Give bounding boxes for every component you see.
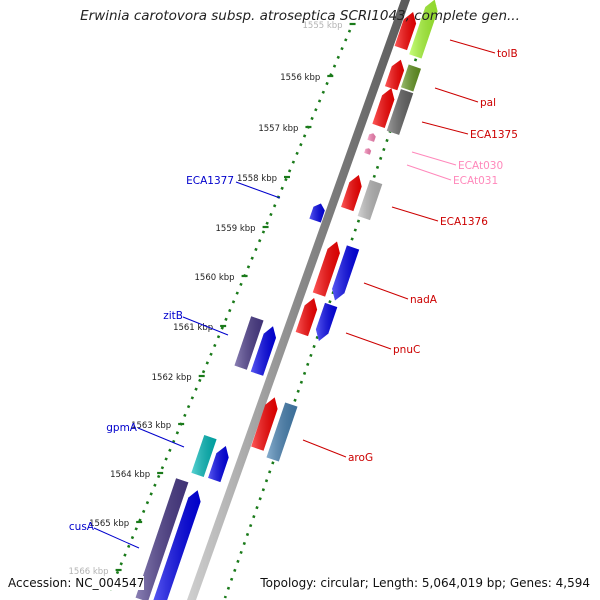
label-ECA1376-leader — [391, 206, 439, 222]
gene-pal-partner[interactable] — [401, 64, 421, 92]
gene-cusA-blue[interactable] — [152, 490, 201, 600]
label-ECA1376[interactable]: ECA1376 — [440, 216, 488, 228]
label-ECAt031-leader — [406, 164, 452, 181]
scale-tick-label: 1558 kbp — [237, 174, 277, 184]
gene-nadA-blue[interactable] — [332, 245, 360, 301]
topology-label: Topology: circular; Length: 5,064,019 bp… — [260, 576, 590, 590]
label-pal-leader — [434, 87, 479, 103]
gene-zitB[interactable] — [234, 316, 264, 370]
scale-tick-label: 1561 kbp — [173, 323, 213, 333]
label-ECA1375[interactable]: ECA1375 — [470, 129, 518, 141]
scale-tick-label: 1560 kbp — [195, 273, 235, 283]
gene-ECA1376[interactable] — [341, 175, 362, 212]
label-ECAt030[interactable]: ECAt030 — [458, 160, 503, 172]
scale-tick-label: 1556 kbp — [280, 73, 320, 83]
label-cusA-leader — [93, 527, 140, 549]
gene-cusA[interactable] — [135, 478, 189, 600]
label-pnuC-leader — [345, 332, 392, 350]
label-ECAt031[interactable]: ECAt031 — [453, 175, 498, 187]
scale-tick-label: 1564 kbp — [110, 470, 150, 480]
label-zitB[interactable]: zitB — [163, 310, 183, 322]
gene-aroG[interactable] — [251, 397, 278, 451]
gene-nadA[interactable] — [312, 241, 340, 297]
scale-tick-label: 1565 kbp — [89, 519, 129, 529]
label-nadA-leader — [363, 282, 409, 300]
gene-tolB[interactable] — [394, 12, 417, 51]
label-aroG-leader — [302, 439, 347, 458]
accession-label: Accession: NC_004547 — [8, 576, 145, 590]
label-ECA1375-leader — [421, 121, 469, 135]
gene-gpmA[interactable] — [191, 435, 217, 477]
label-ECA1377-leader — [235, 181, 281, 199]
gene-ECA1375-partner[interactable] — [386, 89, 414, 135]
label-pal[interactable]: pal — [480, 97, 496, 109]
scale-tick-label: 1557 kbp — [258, 124, 298, 134]
gene-gpmA-blue[interactable] — [208, 446, 229, 483]
label-aroG[interactable]: aroG — [348, 452, 373, 464]
gene-ECA1377[interactable] — [309, 203, 325, 223]
gene-pal[interactable] — [385, 59, 405, 91]
map-title: Erwinia carotovora subsp. atroseptica SC… — [80, 8, 520, 24]
label-pnuC[interactable]: pnuC — [393, 344, 420, 356]
label-cusA[interactable]: cusA — [69, 521, 95, 533]
scale-tick-label: 1566 kbp — [69, 567, 109, 577]
scale-ring-left — [108, 29, 352, 591]
gene-ECAt031[interactable] — [364, 148, 372, 155]
gene-pnuC[interactable] — [295, 298, 318, 337]
genome-backbone — [187, 0, 410, 600]
label-ECA1377[interactable]: ECA1377 — [186, 175, 234, 187]
label-zitB-leader — [182, 316, 229, 336]
label-ECAt030-leader — [411, 151, 457, 166]
label-tolB-leader — [449, 39, 496, 54]
label-nadA[interactable]: nadA — [410, 294, 438, 306]
gene-zitB-blue[interactable] — [250, 326, 276, 376]
scale-tick-label: 1562 kbp — [152, 373, 192, 383]
gene-ECA1375[interactable] — [372, 88, 395, 128]
label-gpmA-leader — [137, 427, 185, 448]
gene-ECA1376-partner[interactable] — [357, 179, 383, 221]
scale-tick-label: 1559 kbp — [216, 224, 256, 234]
gene-aroG-partner[interactable] — [266, 402, 298, 462]
label-tolB[interactable]: tolB — [497, 48, 518, 60]
gene-tolB-partner[interactable] — [409, 0, 438, 59]
gene-pnuC-blue[interactable] — [315, 302, 338, 341]
scale-tick-label: 1563 kbp — [131, 421, 171, 431]
gene-ECAt030[interactable] — [367, 133, 376, 142]
label-gpmA[interactable]: gpmA — [106, 422, 138, 434]
scale-tick-label: 1555 kbp — [303, 21, 343, 31]
